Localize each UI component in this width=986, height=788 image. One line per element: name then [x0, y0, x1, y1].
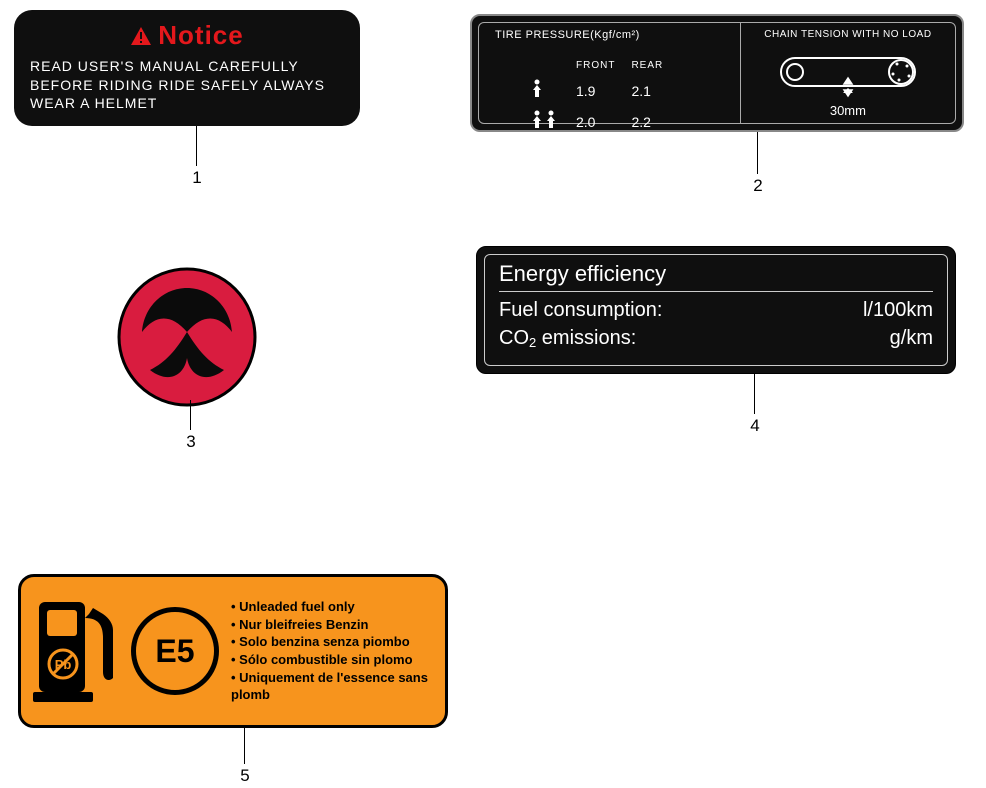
notice-title: Notice: [158, 20, 243, 50]
callout-1: 1: [196, 126, 197, 166]
chain-icon: [773, 46, 923, 98]
chain-mm: 30mm: [741, 103, 955, 118]
notice-header: Notice: [30, 20, 344, 53]
callout-3: 3: [190, 400, 191, 430]
tire-chain-label: TIRE PRESSURE(Kgf/cm²) FRONT REAR 1.9 2.1: [470, 14, 964, 132]
fuel-consumption-label: Fuel consumption:: [499, 296, 662, 324]
rider-one-icon: [529, 78, 561, 103]
r1-rear: 2.1: [630, 78, 664, 103]
list-item: Unleaded fuel only: [231, 598, 433, 616]
notice-body: READ USER'S MANUAL CAREFULLY BEFORE RIDI…: [30, 57, 344, 114]
col-rear: REAR: [630, 59, 664, 72]
list-item: Uniquement de l'essence sans plomb: [231, 669, 433, 704]
callout-4: 4: [754, 374, 755, 414]
tire-pressure-title: TIRE PRESSURE(Kgf/cm²): [495, 29, 640, 41]
fuel-label: Pb E5 Unleaded fuel only Nur bleifreies …: [18, 574, 448, 728]
fuel-pump-icon: Pb: [33, 594, 119, 709]
brand-logo: [116, 266, 258, 408]
energy-title: Energy efficiency: [499, 261, 933, 292]
r2-front: 2.0: [575, 109, 616, 134]
co2-label: CO2 emissions:: [499, 324, 636, 352]
r2-rear: 2.2: [630, 109, 664, 134]
tire-pressure-table: FRONT REAR 1.9 2.1 2.0: [515, 53, 678, 140]
energy-label: Energy efficiency Fuel consumption: l/10…: [476, 246, 956, 374]
list-item: Sólo combustible sin plomo: [231, 651, 433, 669]
warning-triangle-icon: [130, 22, 152, 53]
fuel-consumption-unit: l/100km: [863, 296, 933, 324]
co2-unit: g/km: [890, 324, 933, 352]
callout-5: 5: [244, 728, 245, 764]
col-front: FRONT: [575, 59, 616, 72]
list-item: Solo benzina senza piombo: [231, 633, 433, 651]
fuel-text-list: Unleaded fuel only Nur bleifreies Benzin…: [231, 598, 433, 703]
e5-badge: E5: [131, 607, 219, 695]
r1-front: 1.9: [575, 78, 616, 103]
chain-tension-title: CHAIN TENSION WITH NO LOAD: [741, 29, 955, 40]
rider-two-icon: [529, 109, 561, 134]
list-item: Nur bleifreies Benzin: [231, 616, 433, 634]
notice-label: Notice READ USER'S MANUAL CAREFULLY BEFO…: [14, 10, 360, 126]
callout-2: 2: [757, 132, 758, 174]
